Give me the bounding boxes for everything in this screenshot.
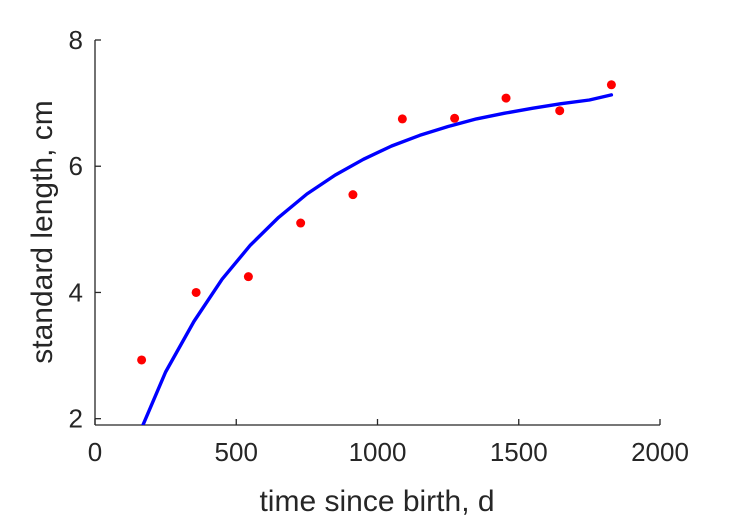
plot-area — [137, 80, 616, 425]
x-tick-label: 1000 — [349, 437, 407, 467]
x-tick-label: 2000 — [631, 437, 689, 467]
data-point — [243, 272, 253, 282]
y-axis-title: standard length, cm — [26, 100, 59, 363]
data-point — [450, 113, 460, 123]
axes — [94, 39, 661, 426]
fit-curve — [141, 93, 614, 425]
data-point — [606, 80, 616, 90]
data-point — [555, 106, 565, 116]
x-axis-title: time since birth, d — [259, 485, 494, 518]
data-point — [348, 190, 358, 200]
y-tick-label: 4 — [69, 277, 83, 307]
y-tick-label: 6 — [69, 151, 83, 181]
tick-labels: 0 500 1000 1500 2000 2 4 6 8 — [69, 25, 689, 467]
x-tick-label: 500 — [215, 437, 258, 467]
x-tick-label: 0 — [88, 437, 102, 467]
data-point — [191, 287, 201, 297]
data-point — [296, 218, 306, 228]
data-point — [137, 355, 147, 365]
y-tick-label: 8 — [69, 25, 83, 55]
y-tick-label: 2 — [69, 404, 83, 434]
data-point — [397, 114, 407, 124]
x-tick-label: 1500 — [490, 437, 548, 467]
data-point — [501, 93, 511, 103]
